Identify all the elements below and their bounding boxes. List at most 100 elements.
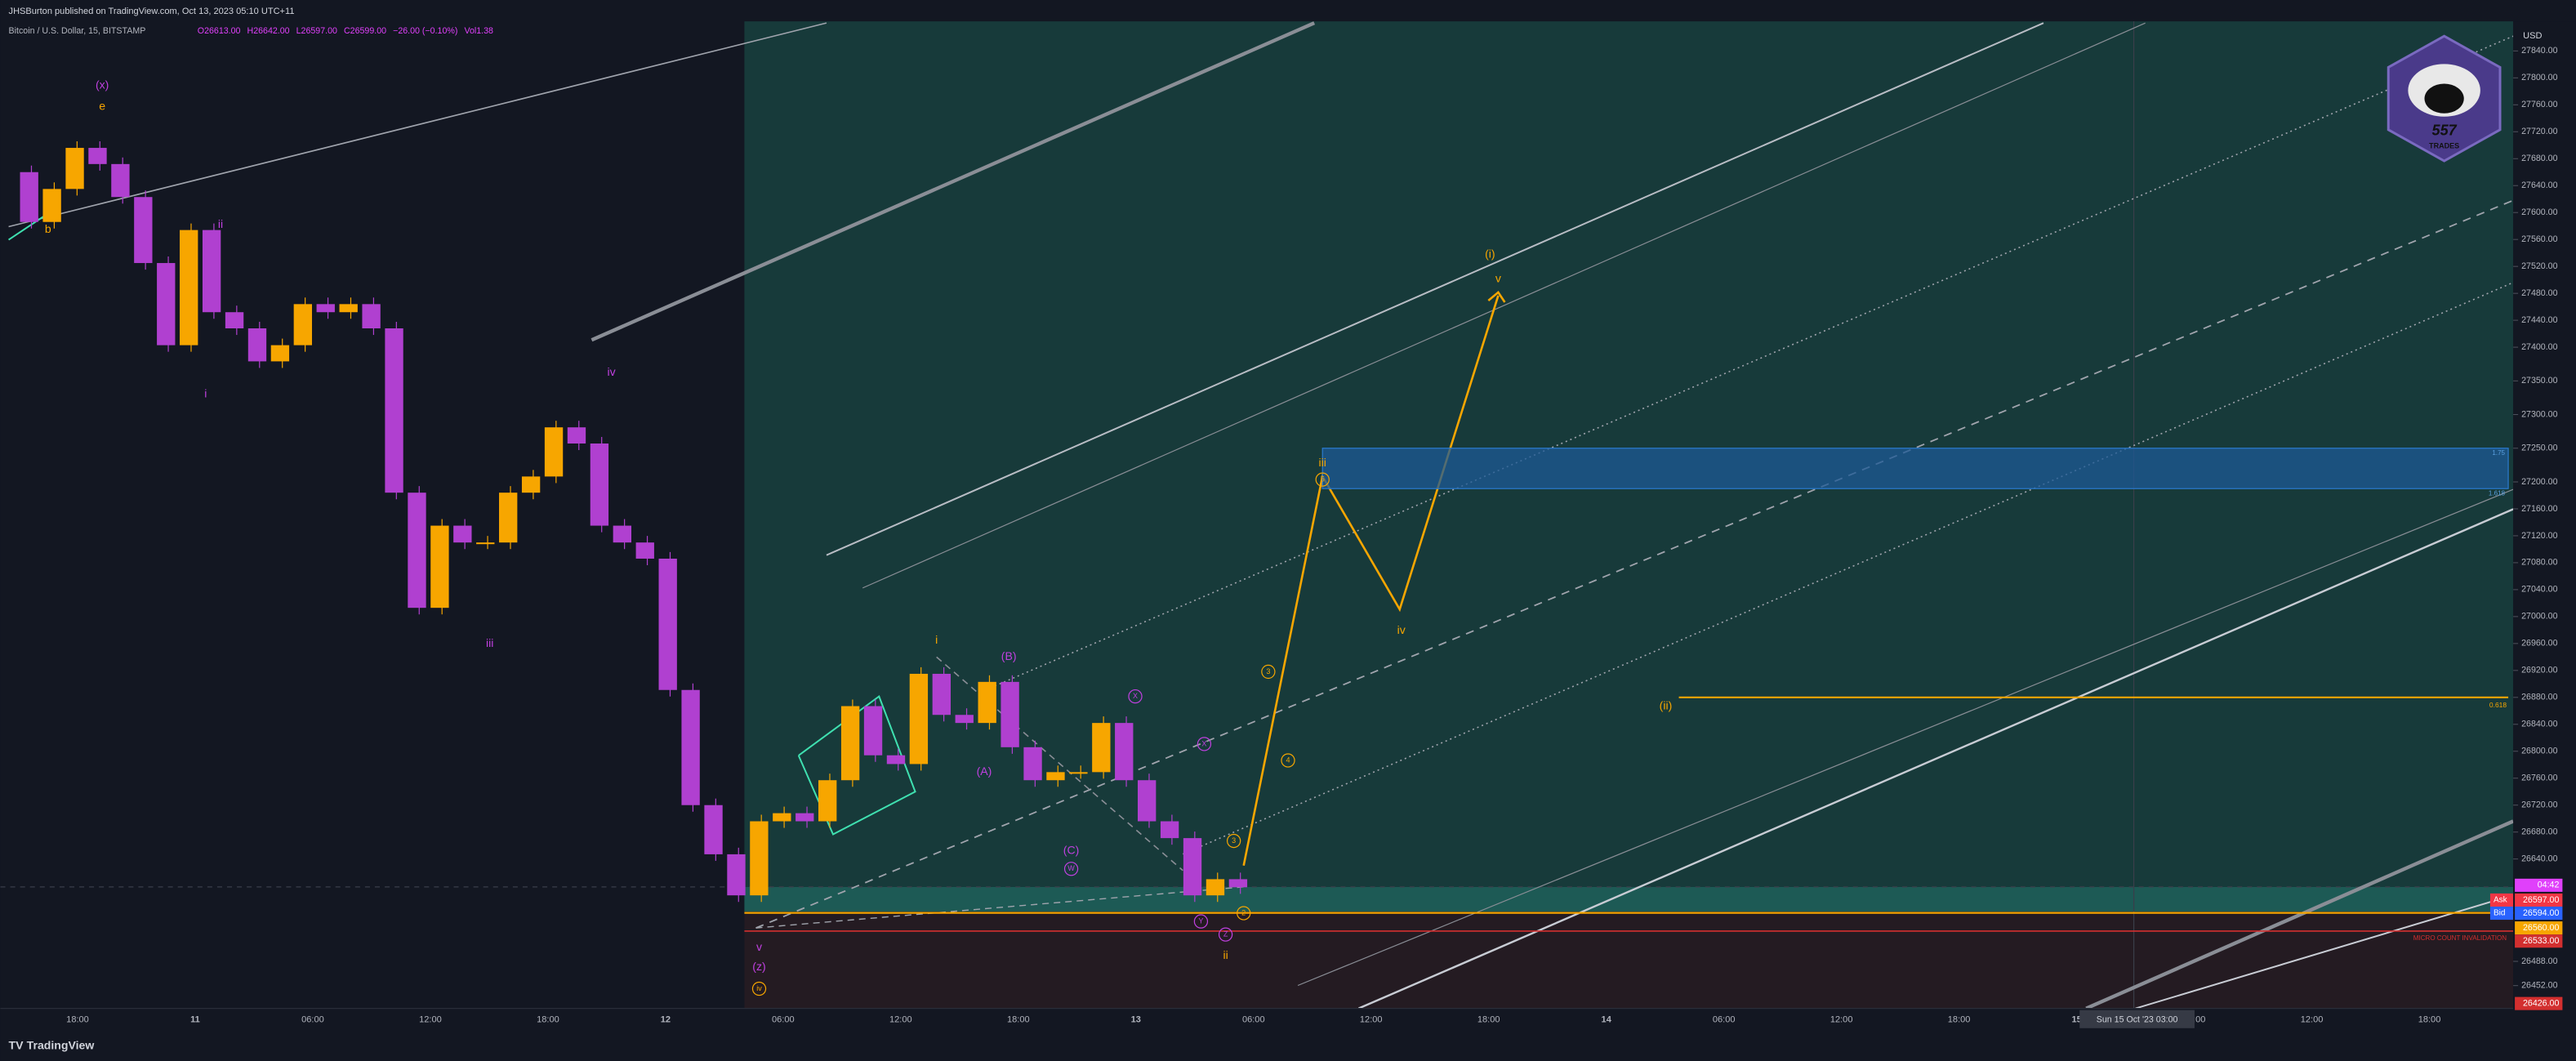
price-tag-prefix-bg xyxy=(2489,893,2514,907)
time-tick-label: 06:00 xyxy=(1242,1015,1265,1025)
price-tick-label: 26488.00 xyxy=(2521,956,2557,966)
wave-circle xyxy=(1197,737,1212,751)
price-tick-label: 27600.00 xyxy=(2521,207,2557,217)
wave-label: ii xyxy=(1223,948,1228,961)
price-tick-label: 27520.00 xyxy=(2521,261,2557,271)
candle-body xyxy=(818,780,837,822)
trend-line xyxy=(826,22,2044,556)
time-tick-label: 13 xyxy=(1131,1015,1141,1025)
wave-label: (B) xyxy=(1001,649,1017,662)
time-tick-label: 12:00 xyxy=(2301,1015,2324,1025)
fib-label: 0.618 xyxy=(2489,701,2507,709)
wave-circle xyxy=(1226,833,1241,849)
candle-body xyxy=(1206,879,1225,896)
price-tick-label: 27760.00 xyxy=(2521,100,2557,109)
price-tick-label: 27560.00 xyxy=(2521,234,2557,244)
candle-body xyxy=(886,755,906,765)
trend-line xyxy=(2085,819,2514,1010)
trend-line xyxy=(1357,508,2514,1010)
time-tick-label: 18:00 xyxy=(1948,1015,1971,1025)
wave-circle xyxy=(1281,753,1295,768)
candle-body xyxy=(932,673,951,716)
price-tag-prefix: Bid xyxy=(2494,909,2506,918)
time-tick-label: 06:00 xyxy=(301,1015,324,1025)
candle-body xyxy=(978,681,996,724)
price-tick-label: 27840.00 xyxy=(2521,46,2557,56)
candle-body xyxy=(134,197,153,264)
price-tick-label: 27480.00 xyxy=(2521,288,2557,298)
wave-label: i xyxy=(204,386,207,399)
candle-body xyxy=(42,189,61,222)
price-tick-label: 26760.00 xyxy=(2521,773,2557,783)
price-series xyxy=(20,141,1248,903)
wave-circle xyxy=(1315,472,1330,487)
time-tick-label: 12:00 xyxy=(1360,1015,1383,1025)
candle-body xyxy=(1228,879,1248,888)
time-tick-label: 15 xyxy=(2071,1015,2081,1025)
brand: TradingView xyxy=(27,1039,95,1052)
candle-body xyxy=(1069,772,1088,774)
price-tick-label: 26680.00 xyxy=(2521,827,2557,837)
time-tick-label: 18:00 xyxy=(1477,1015,1500,1025)
time-tick-label: 11 xyxy=(190,1015,200,1025)
candle-body xyxy=(658,558,677,690)
wave-label: 3 xyxy=(1266,667,1270,675)
price-tick-label: 26640.00 xyxy=(2521,854,2557,863)
price-tag-prefix: Ask xyxy=(2494,896,2508,905)
time-tick-label: 06:00 xyxy=(1713,1015,1736,1025)
candle-body xyxy=(704,805,723,854)
trend-line xyxy=(2135,894,2514,1010)
price-tick-label: 27680.00 xyxy=(2521,154,2557,163)
candle-body xyxy=(111,163,130,198)
wave-circle xyxy=(1261,664,1276,680)
price-tick-label: 27120.00 xyxy=(2521,531,2557,541)
price-tag-label: 26597.00 xyxy=(2523,895,2559,905)
wave-label: (ii) xyxy=(1660,698,1673,711)
candle-body xyxy=(408,493,426,609)
candle-body xyxy=(863,706,883,756)
time-tick-label: 12 xyxy=(661,1015,671,1025)
wave-label: iv xyxy=(607,365,615,378)
wave-label: i xyxy=(935,633,938,646)
currency: USD xyxy=(2523,31,2542,41)
candle-body xyxy=(1023,747,1042,781)
price-tick-label: 27350.00 xyxy=(2521,376,2557,386)
wave-label: b xyxy=(45,222,51,235)
price-tag-label: 26594.00 xyxy=(2523,908,2559,918)
wave-label: 5 xyxy=(1321,475,1325,484)
time-tick-label: 12:00 xyxy=(419,1015,442,1025)
wave-label: W xyxy=(1067,864,1075,872)
logo-number: 557 xyxy=(2432,123,2458,139)
published: JHSBurton published on TradingView.com, … xyxy=(9,7,295,16)
price-tick-label: 27040.00 xyxy=(2521,585,2557,595)
price-tick-label: 27000.00 xyxy=(2521,612,2557,622)
price-tick-label: 26452.00 xyxy=(2521,980,2557,990)
logo: 557 TRADES xyxy=(2387,34,2502,163)
price-tick-label: 27800.00 xyxy=(2521,73,2557,82)
candle-body xyxy=(225,312,244,329)
wave-label: v xyxy=(756,940,762,953)
candle-body xyxy=(773,813,791,822)
time-tick-label: 14 xyxy=(1602,1015,1612,1025)
wave-label: Z xyxy=(1223,930,1228,938)
arrow-head xyxy=(1487,290,1506,303)
wave-circle xyxy=(1063,862,1079,876)
trend-line xyxy=(862,22,2146,589)
candle-body xyxy=(796,813,814,822)
wave-label: (z) xyxy=(752,960,765,973)
candle-body xyxy=(544,427,564,477)
trend-line xyxy=(755,199,2514,929)
wave-label: iv xyxy=(756,984,762,992)
candle-body xyxy=(1183,838,1202,896)
candle-body xyxy=(20,172,38,222)
candle-body xyxy=(202,230,221,313)
candle-body xyxy=(1115,723,1134,781)
price-tag xyxy=(2515,921,2563,935)
time-tick-label: 18:00 xyxy=(66,1015,89,1025)
time-tick-label: 18:00 xyxy=(2418,1015,2441,1025)
time-tick-label: 18:00 xyxy=(537,1015,559,1025)
price-tick-label: 26720.00 xyxy=(2521,800,2557,810)
candle-body xyxy=(955,715,974,724)
wave-label: (C) xyxy=(1063,843,1080,856)
